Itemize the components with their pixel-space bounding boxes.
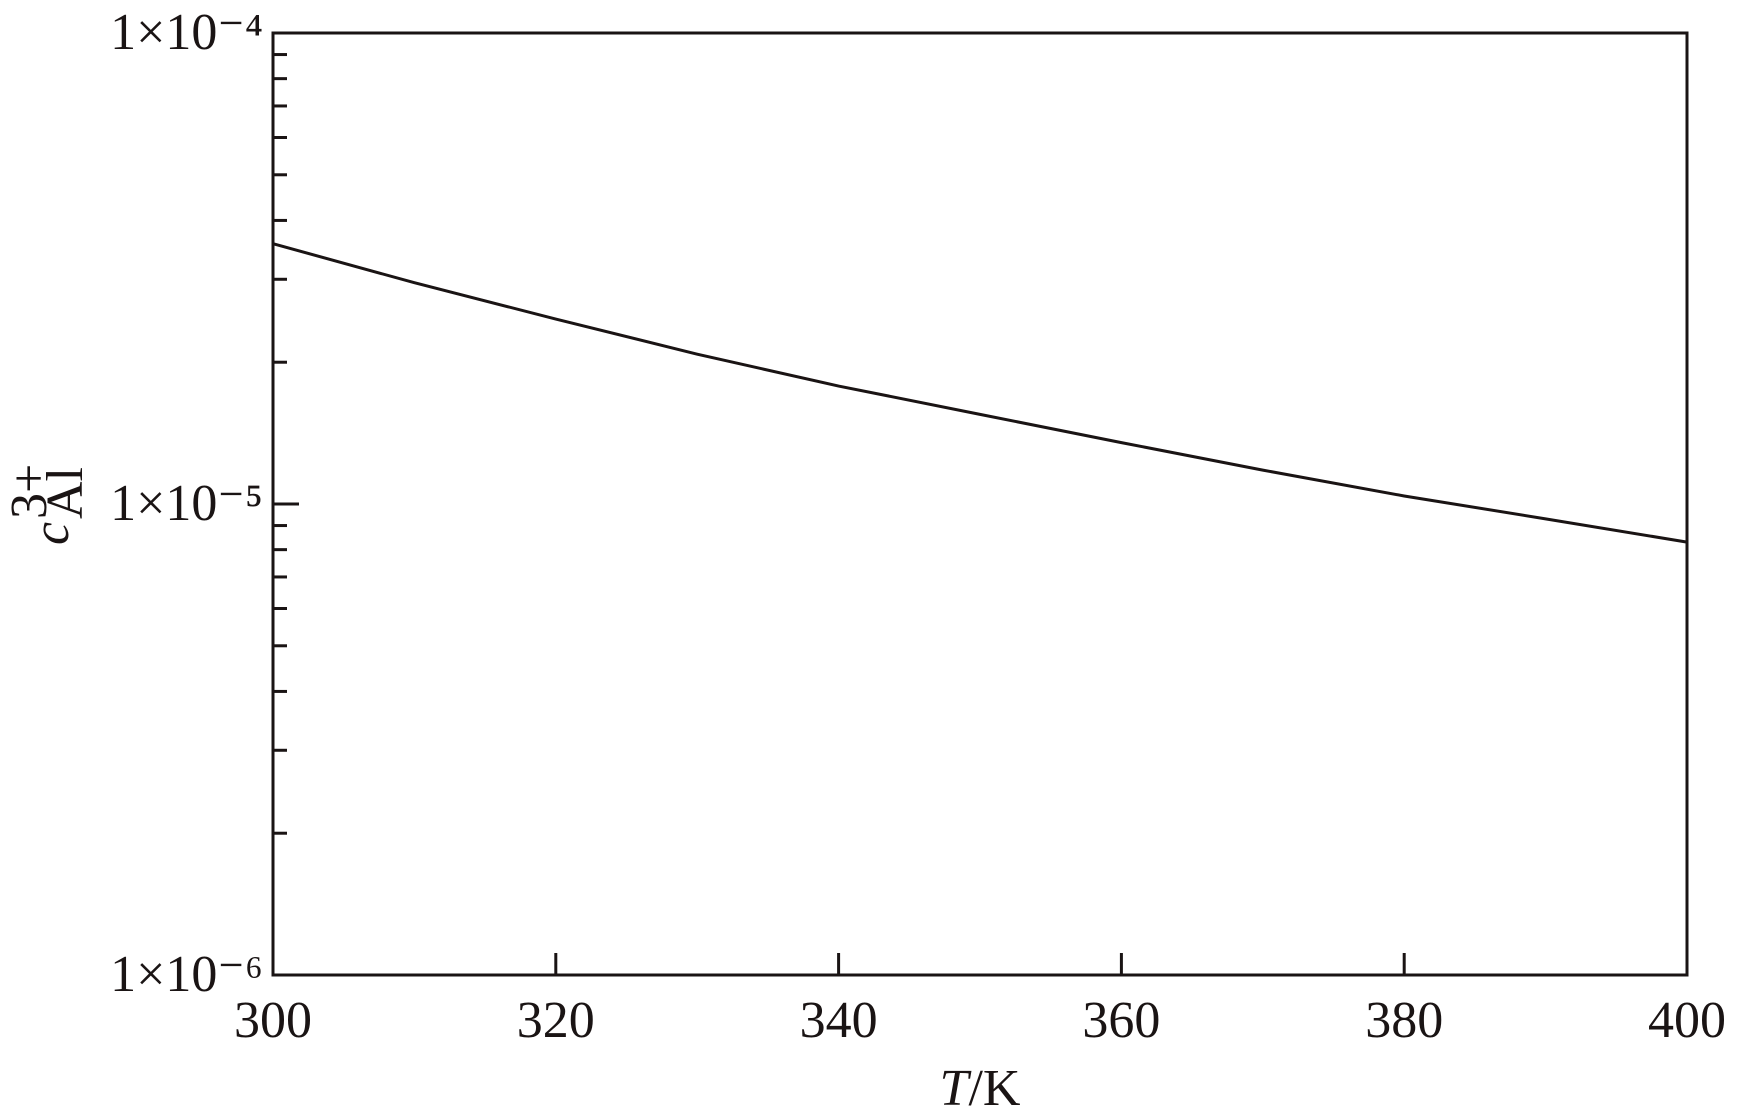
- y-axis-label: c 3+ Al: [1, 464, 94, 545]
- y-tick-label: 1×10⁻⁵: [110, 475, 263, 532]
- plot-frame: [271, 31, 1689, 977]
- y-tick-label: 1×10⁻⁴: [110, 4, 263, 61]
- y-label-symbol: c: [23, 522, 80, 545]
- y-label-subscript: Al: [37, 467, 94, 519]
- x-tick-label: 360: [1082, 992, 1160, 1049]
- x-tick-label: 380: [1365, 992, 1443, 1049]
- x-tick-label: 400: [1648, 992, 1726, 1049]
- x-tick-label: 320: [517, 992, 595, 1049]
- y-label-superscript: 3+: [1, 464, 58, 519]
- x-label-variable: T: [940, 1060, 972, 1117]
- y-tick-label: 1×10⁻⁶: [110, 946, 263, 1003]
- x-tick-label: 340: [800, 992, 878, 1049]
- x-tick-label: 300: [234, 992, 312, 1049]
- x-axis-label: T/K: [940, 1060, 1021, 1117]
- x-label-unit: /K: [968, 1060, 1020, 1117]
- data-line: [272, 242, 1688, 544]
